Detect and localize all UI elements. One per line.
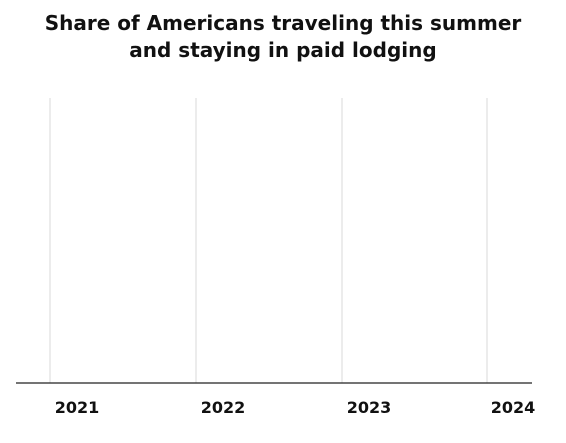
x-tick-label-2021: 2021	[55, 398, 100, 417]
x-tick-label-2024: 2024	[491, 398, 536, 417]
chart-title-line-2: and staying in paid lodging	[129, 38, 437, 62]
chart-title: Share of Americans traveling this summer…	[0, 10, 566, 64]
x-tick-label-2022: 2022	[201, 398, 246, 417]
x-tick-label-2023: 2023	[347, 398, 392, 417]
chart-title-line-1: Share of Americans traveling this summer	[44, 11, 522, 35]
